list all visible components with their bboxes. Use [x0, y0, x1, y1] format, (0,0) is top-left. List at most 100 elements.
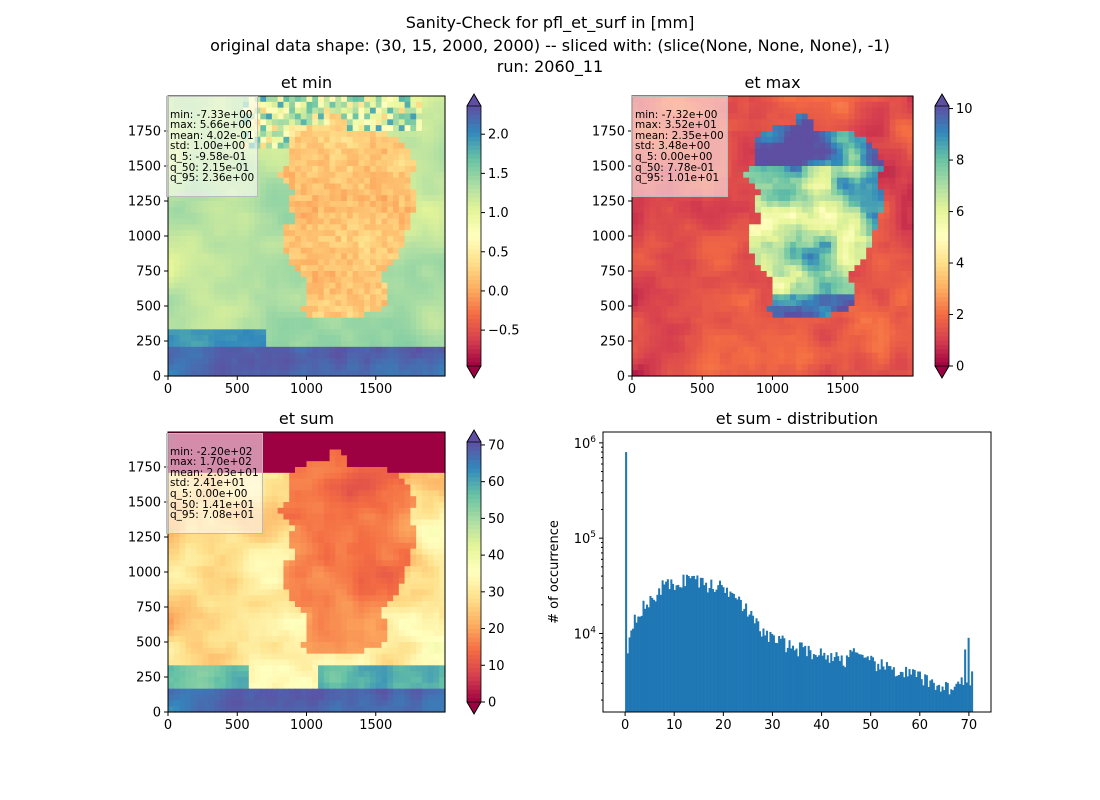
heatmap-cell — [749, 364, 756, 371]
heatmap-cell — [364, 335, 371, 342]
heatmap-cell — [872, 317, 879, 325]
heatmap-cell — [214, 206, 221, 214]
heatmap-cell — [364, 352, 371, 360]
heatmap-cell — [266, 131, 273, 138]
heatmap-cell — [387, 148, 394, 155]
heatmap-cell — [801, 171, 809, 179]
heatmap-cell — [277, 107, 285, 115]
heatmap-cell — [168, 341, 175, 348]
heatmap-cell — [381, 142, 388, 150]
heatmap-cell — [790, 311, 797, 319]
heatmap-cell — [643, 212, 651, 220]
heatmap-cell — [369, 346, 377, 354]
heatmap-cell — [637, 288, 645, 295]
heatmap-cell — [439, 306, 446, 313]
heatmap-cell — [842, 218, 850, 225]
heatmap-cell — [173, 224, 181, 231]
heatmap-cell — [690, 218, 697, 225]
heatmap-cell — [404, 160, 411, 167]
heatmap-cell — [416, 317, 423, 325]
heatmap-cell — [225, 276, 233, 284]
heatmap-cell — [341, 183, 348, 190]
heatmap-cell — [743, 119, 750, 126]
heatmap-cell — [329, 160, 336, 167]
heatmap-cell — [889, 323, 897, 330]
heatmap-cell — [836, 119, 844, 126]
heatmap-cell — [702, 306, 709, 313]
heatmap-cell — [294, 265, 302, 272]
heatmap-cell — [807, 294, 815, 301]
et-min-colorbar: −0.50.00.51.01.52.0 — [466, 93, 520, 379]
heatmap-cell — [346, 183, 354, 190]
heatmap-cell — [225, 317, 233, 325]
heatmap-cell — [842, 352, 850, 360]
heatmap-cell — [248, 300, 256, 307]
heatmap-cell — [632, 247, 639, 255]
heatmap-cell — [667, 247, 674, 255]
heatmap-cell — [672, 259, 680, 266]
heatmap-cell — [277, 131, 285, 138]
heatmap-cell — [341, 236, 348, 243]
heatmap-cell — [173, 352, 181, 360]
heatmap-cell — [271, 154, 279, 161]
heatmap-cell — [719, 341, 727, 348]
colorbar-segment — [467, 249, 481, 254]
heatmap-cell — [737, 218, 744, 225]
heatmap-cell — [283, 119, 290, 126]
heatmap-cell — [632, 195, 639, 202]
heatmap-cell — [289, 212, 296, 220]
heatmap-cell — [410, 201, 417, 208]
heatmap-cell — [179, 311, 186, 319]
heatmap-cell — [713, 247, 721, 255]
heatmap-cell — [300, 177, 308, 185]
heatmap-cell — [860, 195, 867, 202]
heatmap-cell — [901, 96, 908, 103]
heatmap-cell — [335, 218, 342, 225]
heatmap-cell — [398, 259, 406, 266]
heatmap-cell — [387, 125, 394, 132]
heatmap-cell — [335, 212, 342, 220]
heatmap-cell — [743, 160, 750, 167]
heatmap-cell — [427, 189, 435, 196]
heatmap-cell — [375, 358, 383, 365]
heatmap-cell — [208, 247, 215, 255]
heatmap-cell — [260, 171, 267, 179]
heatmap-cell — [266, 265, 273, 272]
heatmap-cell — [743, 341, 750, 348]
heatmap-cell — [813, 259, 820, 266]
heatmap-cell — [266, 323, 273, 330]
heatmap-cell — [842, 142, 850, 150]
heatmap-cell — [708, 212, 715, 220]
heatmap-cell — [398, 282, 406, 290]
heatmap-cell — [831, 276, 838, 284]
heatmap-cell — [708, 335, 715, 342]
y-tick-label: 750 — [136, 265, 161, 280]
heatmap-cell — [749, 253, 756, 260]
heatmap-cell — [766, 259, 774, 266]
heatmap-cell — [807, 183, 815, 190]
heatmap-cell — [219, 370, 227, 377]
heatmap-cell — [416, 201, 423, 208]
heatmap-cell — [375, 131, 383, 138]
heatmap-cell — [433, 212, 440, 220]
heatmap-cell — [294, 101, 302, 109]
heatmap-cell — [237, 288, 244, 295]
heatmap-cell — [421, 346, 429, 354]
heatmap-cell — [702, 206, 709, 214]
heatmap-cell — [801, 96, 809, 103]
colorbar-segment — [467, 262, 481, 267]
heatmap-cell — [335, 166, 342, 173]
heatmap-cell — [381, 259, 388, 266]
heatmap-cell — [260, 212, 267, 220]
heatmap-cell — [335, 142, 342, 150]
heatmap-cell — [836, 142, 844, 150]
heatmap-cell — [300, 335, 308, 342]
heatmap-cell — [743, 282, 750, 290]
heatmap-cell — [404, 206, 411, 214]
heatmap-cell — [318, 341, 325, 348]
y-tick-label: 1000 — [592, 230, 625, 245]
heatmap-cell — [860, 271, 867, 278]
heatmap-cell — [696, 195, 703, 202]
heatmap-cell — [731, 341, 738, 348]
heatmap-cell — [860, 148, 867, 155]
